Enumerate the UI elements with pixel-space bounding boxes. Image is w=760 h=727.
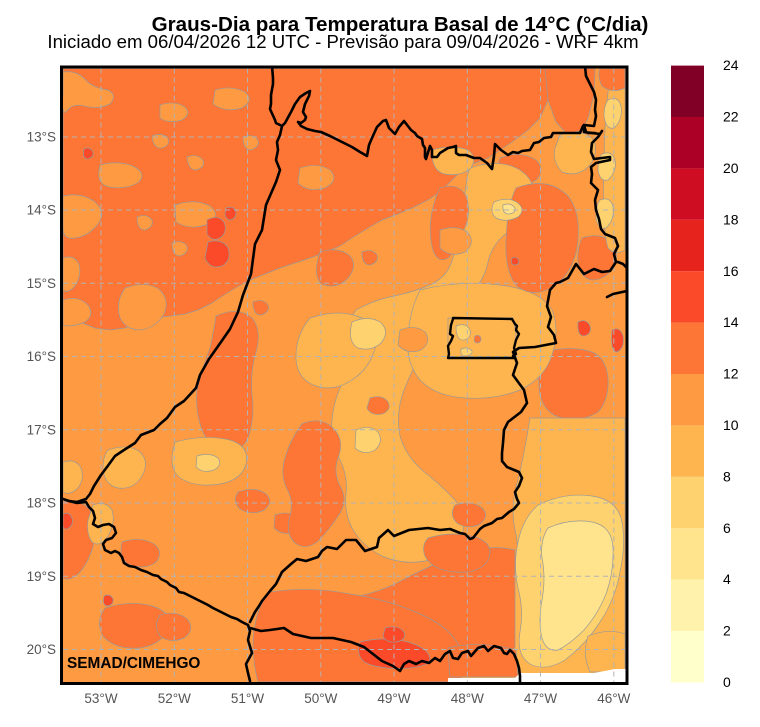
svg-text:53°W: 53°W [84, 691, 117, 706]
svg-text:22: 22 [723, 109, 739, 125]
svg-text:51°W: 51°W [231, 691, 264, 706]
svg-text:15°S: 15°S [27, 276, 56, 291]
svg-text:0: 0 [723, 674, 731, 690]
svg-text:18: 18 [723, 211, 739, 227]
svg-text:8: 8 [723, 468, 731, 484]
svg-text:SEMAD/CIMEHGO: SEMAD/CIMEHGO [67, 655, 200, 672]
svg-text:Iniciado em 06/04/2026 12 UTC: Iniciado em 06/04/2026 12 UTC - Previsão… [47, 31, 638, 52]
svg-text:Graus-Dia para Temperatura Bas: Graus-Dia para Temperatura Basal de 14°C… [152, 13, 649, 36]
svg-text:48°W: 48°W [451, 691, 484, 706]
svg-text:13°S: 13°S [27, 130, 56, 145]
svg-text:12: 12 [723, 366, 739, 382]
svg-text:6: 6 [723, 520, 731, 536]
svg-text:20: 20 [723, 160, 739, 176]
svg-text:10: 10 [723, 417, 739, 433]
svg-text:46°W: 46°W [597, 691, 630, 706]
svg-text:18°S: 18°S [27, 496, 56, 511]
svg-text:16°S: 16°S [27, 349, 56, 364]
svg-text:4: 4 [723, 571, 731, 587]
svg-text:14°S: 14°S [27, 203, 56, 218]
svg-text:17°S: 17°S [27, 422, 56, 437]
svg-text:20°S: 20°S [27, 642, 56, 657]
svg-text:49°W: 49°W [377, 691, 410, 706]
svg-text:16: 16 [723, 263, 739, 279]
svg-text:19°S: 19°S [27, 569, 56, 584]
svg-text:14: 14 [723, 314, 739, 330]
svg-text:24: 24 [723, 57, 739, 73]
svg-text:2: 2 [723, 623, 731, 639]
svg-text:50°W: 50°W [304, 691, 337, 706]
svg-text:47°W: 47°W [524, 691, 557, 706]
svg-text:52°W: 52°W [158, 691, 191, 706]
